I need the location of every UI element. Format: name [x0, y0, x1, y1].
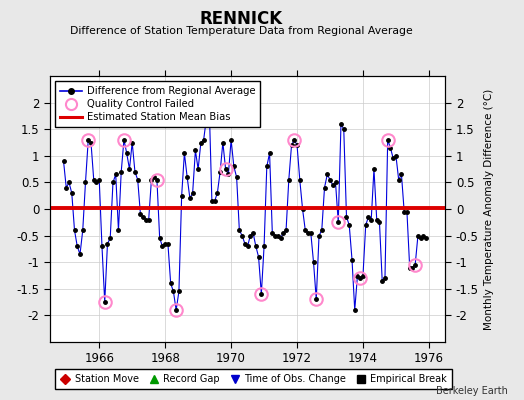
Text: RENNICK: RENNICK: [200, 10, 282, 28]
Y-axis label: Monthly Temperature Anomaly Difference (°C): Monthly Temperature Anomaly Difference (…: [484, 88, 494, 330]
Text: Difference of Station Temperature Data from Regional Average: Difference of Station Temperature Data f…: [70, 26, 412, 36]
Text: Berkeley Earth: Berkeley Earth: [436, 386, 508, 396]
Legend: Station Move, Record Gap, Time of Obs. Change, Empirical Break: Station Move, Record Gap, Time of Obs. C…: [54, 369, 452, 389]
